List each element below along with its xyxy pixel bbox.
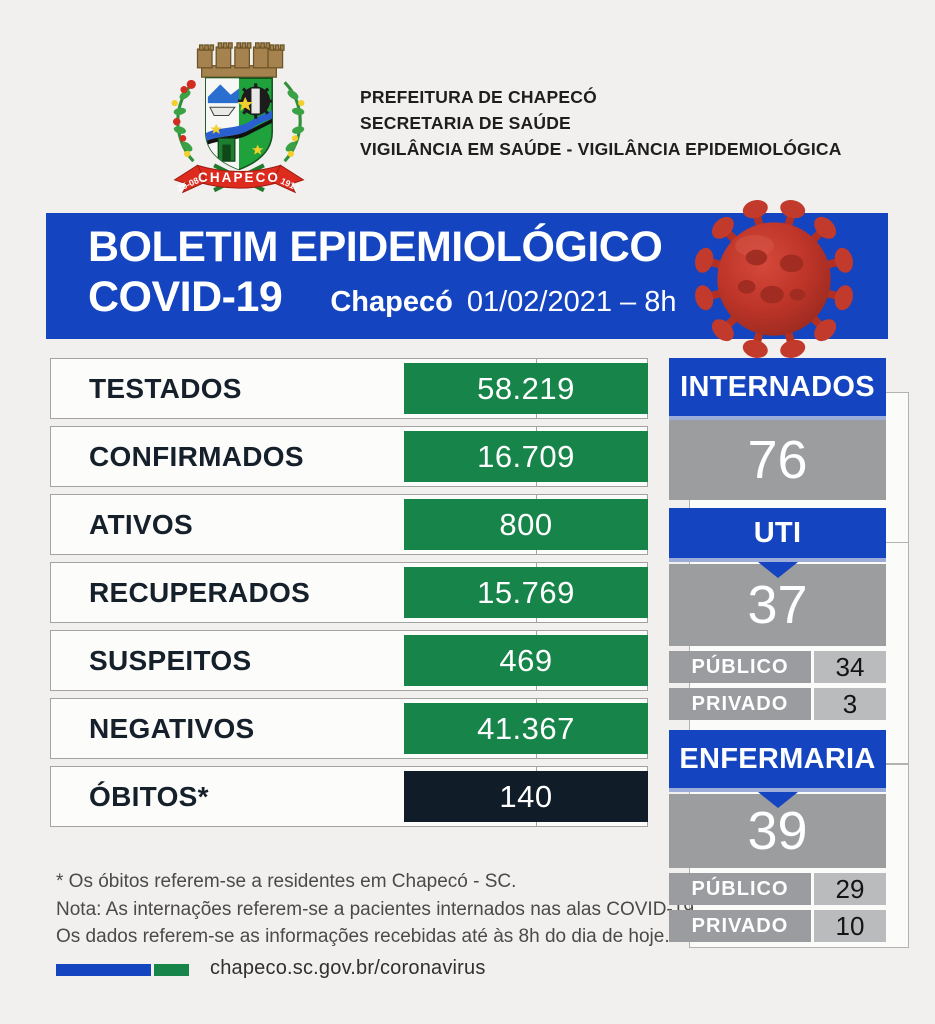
stat-label: TESTADOS	[89, 372, 242, 404]
footer-blue-bar	[56, 964, 151, 976]
stat-value: 58.219	[477, 370, 575, 406]
uti-card: UTI 37 PÚBLICO 34 PRIVADO 3	[669, 508, 909, 764]
hospitalized-column: INTERNADOS 76 UTI 37 PÚBLICO 34 PRIVADO …	[669, 358, 909, 948]
stats-list: TESTADOS 58.219 CONFIRMADOS 16.709 ATIVO…	[50, 358, 648, 834]
enfermaria-publico-row: PÚBLICO 29	[669, 873, 886, 905]
stat-label: ÓBITOS*	[89, 780, 209, 812]
org-header: PREFEITURA DE CHAPECÓ SECRETARIA DE SAÚD…	[360, 84, 842, 162]
stat-value-box: 140	[404, 771, 648, 822]
internados-value: 76	[669, 420, 886, 500]
org-line-1: PREFEITURA DE CHAPECÓ	[360, 87, 597, 107]
stat-value-box: 800	[404, 499, 648, 550]
stat-value: 800	[499, 506, 553, 542]
stat-label: ATIVOS	[89, 508, 193, 540]
stat-value: 16.709	[477, 438, 575, 474]
note-obitos: * Os óbitos referem-se a residentes em C…	[56, 871, 517, 892]
uti-publico-row: PÚBLICO 34	[669, 651, 886, 683]
title-banner: BOLETIM EPIDEMIOLÓGICO COVID-19 Chapecó …	[46, 200, 888, 358]
banner-subtitle: COVID-19	[88, 273, 283, 321]
stat-value-box: 16.709	[404, 431, 648, 482]
stat-row: NEGATIVOS 41.367	[50, 698, 648, 759]
uti-privado-label: PRIVADO	[669, 688, 811, 720]
site-url: chapeco.sc.gov.br/coronavirus	[210, 957, 486, 979]
org-line-3: VIGILÂNCIA EM SAÚDE - VIGILÂNCIA EPIDEMI…	[360, 139, 842, 159]
stat-label: SUSPEITOS	[89, 644, 252, 676]
stat-value-box: 469	[404, 635, 648, 686]
crest-ribbon-text: CHAPECO	[198, 170, 280, 185]
uti-publico-value: 34	[814, 651, 886, 683]
banner-title: BOLETIM EPIDEMIOLÓGICO	[88, 223, 663, 271]
enfermaria-card: ENFERMARIA 39 PÚBLICO 29 PRIVADO 10	[669, 730, 909, 948]
uti-privado-value: 3	[814, 688, 886, 720]
stat-value: 140	[499, 778, 553, 814]
arrow-down-icon	[757, 792, 798, 808]
enfermaria-privado-label: PRIVADO	[669, 910, 811, 942]
banner-datetime: 01/02/2021 – 8h	[466, 286, 677, 318]
stat-label: NEGATIVOS	[89, 712, 255, 744]
enfermaria-publico-value: 29	[814, 873, 886, 905]
stat-label: RECUPERADOS	[89, 576, 311, 608]
internados-header: INTERNADOS	[669, 358, 886, 420]
enfermaria-privado-row: PRIVADO 10	[669, 910, 886, 942]
enfermaria-privado-value: 10	[814, 910, 886, 942]
note-internacoes: Nota: As internações referem-se a pacien…	[56, 898, 700, 920]
stat-value: 41.367	[477, 710, 575, 746]
stat-value-box: 41.367	[404, 703, 648, 754]
stat-value: 469	[499, 642, 553, 678]
stat-value: 15.769	[477, 574, 575, 610]
stat-row: ATIVOS 800	[50, 494, 648, 555]
chapeco-crest-icon: CHAPECO 25-08 1917	[171, 42, 305, 194]
uti-publico-label: PÚBLICO	[669, 651, 811, 683]
stat-label: CONFIRMADOS	[89, 440, 304, 472]
stat-row: ÓBITOS* 140	[50, 766, 648, 827]
stat-row: CONFIRMADOS 16.709	[50, 426, 648, 487]
enfermaria-publico-label: PÚBLICO	[669, 873, 811, 905]
uti-privado-row: PRIVADO 3	[669, 688, 886, 720]
uti-header: UTI	[669, 508, 886, 562]
arrow-down-icon	[757, 562, 798, 578]
coronavirus-icon	[695, 200, 853, 358]
banner-city: Chapecó	[330, 286, 453, 318]
enfermaria-header: ENFERMARIA	[669, 730, 886, 792]
stat-row: RECUPERADOS 15.769	[50, 562, 648, 623]
stat-value-box: 58.219	[404, 363, 648, 414]
internados-card: INTERNADOS 76	[669, 358, 909, 544]
org-line-2: SECRETARIA DE SAÚDE	[360, 113, 571, 133]
stat-row: SUSPEITOS 469	[50, 630, 648, 691]
note-dados: Os dados referem-se as informações receb…	[56, 926, 670, 947]
footnotes: * Os óbitos referem-se a residentes em C…	[56, 868, 699, 951]
stat-row: TESTADOS 58.219	[50, 358, 648, 419]
footer-green-bar	[154, 964, 189, 976]
stat-value-box: 15.769	[404, 567, 648, 618]
